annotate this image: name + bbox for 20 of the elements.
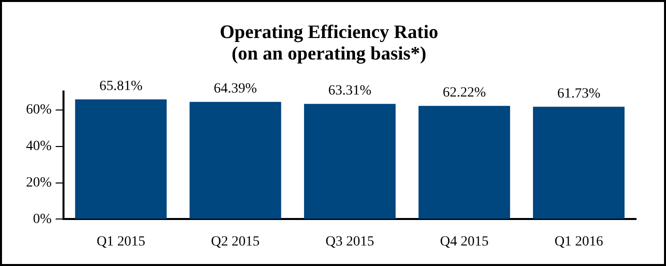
y-tick-label: 40% bbox=[26, 139, 52, 154]
y-tick-label: 60% bbox=[26, 102, 52, 118]
x-tick-label: Q4 2015 bbox=[440, 234, 489, 250]
data-label: 65.81% bbox=[99, 79, 143, 94]
x-tick-label: Q3 2015 bbox=[326, 234, 374, 250]
bar bbox=[75, 99, 167, 219]
bar bbox=[304, 104, 396, 219]
bar bbox=[190, 102, 282, 219]
x-tick-label: Q2 2015 bbox=[211, 234, 260, 250]
data-label: 64.39% bbox=[214, 82, 258, 97]
data-label: 61.73% bbox=[557, 86, 601, 102]
x-tick-label: Q1 2015 bbox=[96, 234, 146, 250]
chart-title: Operating Efficiency Ratio (on an operating basis*) bbox=[220, 22, 438, 65]
y-tick-label: 20% bbox=[26, 175, 52, 190]
x-tick-label: Q1 2016 bbox=[554, 234, 604, 250]
y-tick-label: 0% bbox=[32, 212, 52, 227]
data-label: 63.31% bbox=[328, 84, 372, 99]
bar bbox=[532, 106, 625, 219]
bar bbox=[418, 106, 510, 219]
data-label: 62.22% bbox=[442, 86, 486, 101]
